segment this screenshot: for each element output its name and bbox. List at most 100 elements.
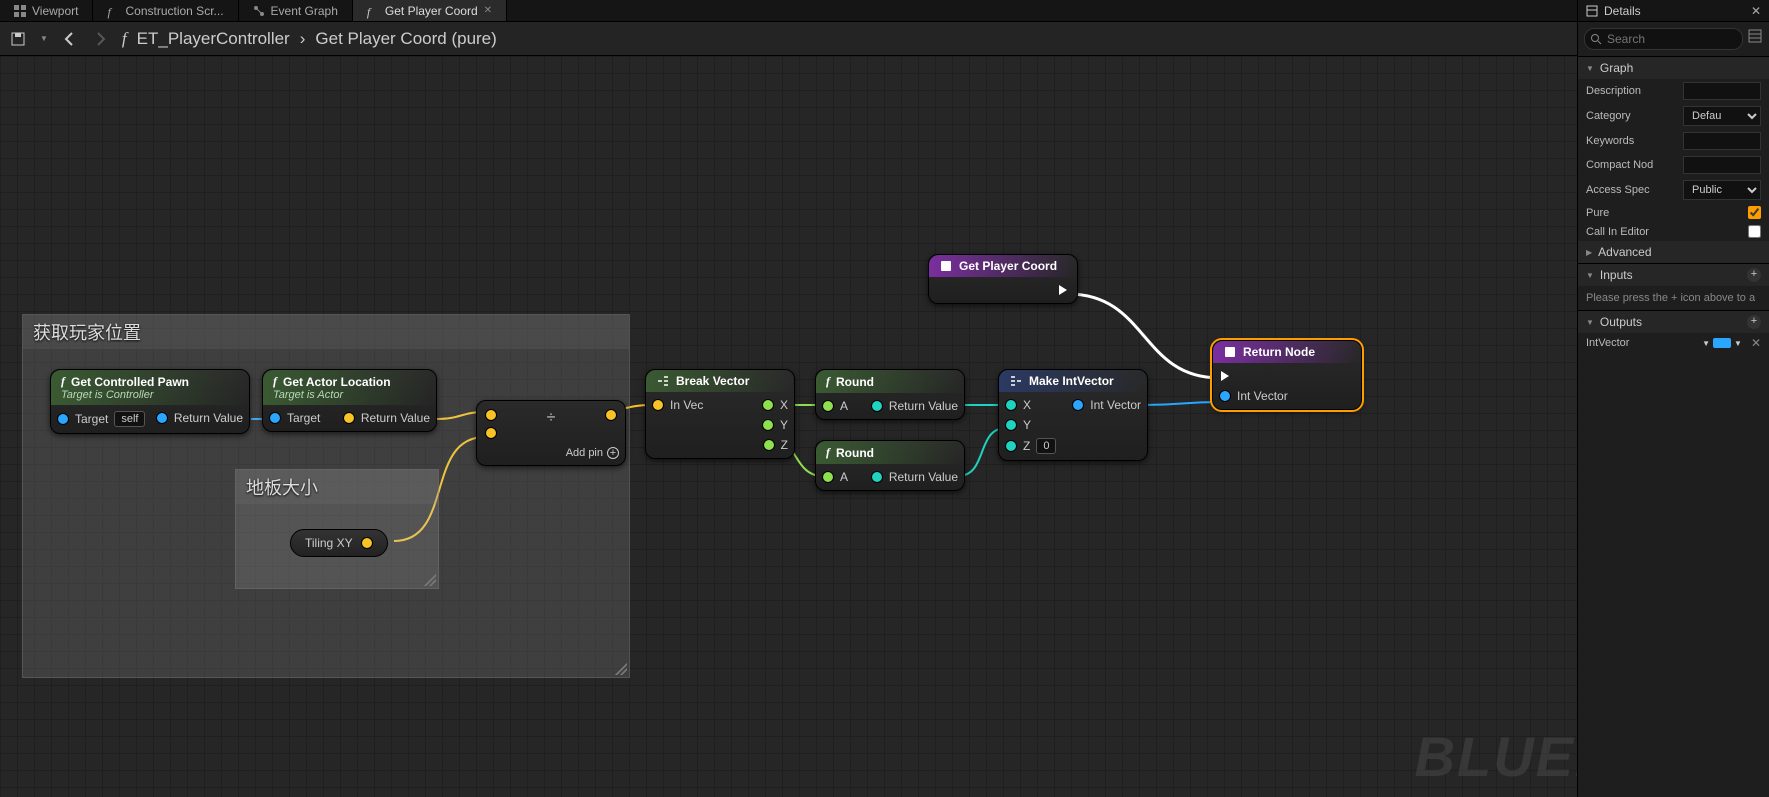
pin[interactable] xyxy=(485,409,497,421)
back-icon[interactable] xyxy=(62,31,78,47)
pin[interactable]: Return Value xyxy=(343,411,430,425)
pin-icon[interactable] xyxy=(762,419,774,431)
node-header[interactable]: fGet Actor LocationTarget is Actor xyxy=(263,370,436,405)
tab-viewport[interactable]: Viewport xyxy=(0,0,93,21)
variable-tiling[interactable]: Tiling XY xyxy=(290,529,388,557)
pin-icon[interactable] xyxy=(871,400,883,412)
pin-icon[interactable] xyxy=(343,412,355,424)
pin[interactable] xyxy=(485,427,497,439)
advanced-header[interactable]: ▶Advanced xyxy=(1578,241,1769,263)
exec-pin[interactable] xyxy=(1057,283,1071,297)
resize-handle[interactable] xyxy=(615,663,627,675)
pin-icon[interactable] xyxy=(652,399,664,411)
pin-icon[interactable] xyxy=(605,409,617,421)
pin-icon[interactable] xyxy=(485,427,497,439)
pin[interactable]: Return Value xyxy=(156,411,243,425)
pin-chip[interactable]: self xyxy=(114,411,145,427)
breadcrumb-class[interactable]: ET_PlayerController xyxy=(137,29,290,49)
pin-icon[interactable] xyxy=(822,471,834,483)
pin[interactable]: Target xyxy=(269,411,320,425)
pin-icon[interactable] xyxy=(762,399,774,411)
breadcrumb-func[interactable]: Get Player Coord (pure) xyxy=(315,29,496,49)
node-return[interactable]: Return Node Int Vector xyxy=(1212,340,1362,410)
call-in-editor-checkbox[interactable] xyxy=(1748,225,1761,238)
pin-chip[interactable]: 0 xyxy=(1036,438,1056,454)
pin-icon[interactable] xyxy=(57,413,69,425)
section-header[interactable]: ▼Graph xyxy=(1578,57,1769,79)
pin[interactable]: X xyxy=(1005,398,1056,412)
pin[interactable]: In Vec xyxy=(652,398,703,412)
pin[interactable] xyxy=(605,409,617,421)
pin[interactable]: Targetself xyxy=(57,411,145,427)
node-entry[interactable]: Get Player Coord xyxy=(928,254,1078,304)
forward-icon[interactable] xyxy=(92,31,108,47)
pin-icon[interactable] xyxy=(1072,399,1084,411)
node-header[interactable]: Make IntVector xyxy=(999,370,1147,392)
pin[interactable]: A xyxy=(822,399,848,413)
pin[interactable]: Z0 xyxy=(1005,438,1056,454)
node-loc[interactable]: fGet Actor LocationTarget is Actor Target… xyxy=(262,369,437,432)
add-icon[interactable]: + xyxy=(1747,268,1761,282)
section-header[interactable]: ▼Outputs+ xyxy=(1578,311,1769,333)
node-round1[interactable]: fRound A Return Value xyxy=(815,369,965,420)
remove-icon[interactable]: ✕ xyxy=(1751,336,1761,350)
pin-icon[interactable] xyxy=(822,400,834,412)
pin-icon[interactable] xyxy=(156,412,168,424)
pin[interactable]: Return Value xyxy=(871,399,958,413)
pin[interactable]: Int Vector xyxy=(1072,398,1141,412)
add-icon[interactable]: + xyxy=(1747,315,1761,329)
node-header[interactable]: fRound xyxy=(816,370,964,393)
pin-icon[interactable] xyxy=(1005,440,1017,452)
comment-title[interactable]: 获取玩家位置 xyxy=(23,315,629,349)
close-icon[interactable]: ✕ xyxy=(1751,4,1761,18)
section-header[interactable]: ▼Inputs+ xyxy=(1578,264,1769,286)
category-select[interactable]: Defau xyxy=(1683,106,1761,126)
pin-icon[interactable] xyxy=(485,409,497,421)
pin-icon[interactable] xyxy=(361,537,373,549)
chevron-down-icon[interactable]: ▼ xyxy=(1734,339,1742,348)
add-pin[interactable]: Add pin + xyxy=(566,447,619,459)
pin-icon[interactable] xyxy=(763,439,775,451)
save-icon[interactable] xyxy=(10,31,26,47)
node-header[interactable]: fRound xyxy=(816,441,964,464)
compact-input[interactable] xyxy=(1683,156,1761,174)
comment-title[interactable]: 地板大小 xyxy=(236,470,438,504)
settings-icon[interactable] xyxy=(1747,28,1763,44)
access-select[interactable]: Public xyxy=(1683,180,1761,200)
pin-type-icon[interactable] xyxy=(1713,338,1731,348)
node-header[interactable]: Break Vector xyxy=(646,370,794,392)
pin-icon[interactable] xyxy=(1005,419,1017,431)
tab-event-graph[interactable]: Event Graph xyxy=(239,0,353,21)
pin-icon[interactable] xyxy=(871,471,883,483)
pure-checkbox[interactable] xyxy=(1748,206,1761,219)
node-round2[interactable]: fRound A Return Value xyxy=(815,440,965,491)
search-input[interactable] xyxy=(1584,28,1743,50)
node-header[interactable]: Get Player Coord xyxy=(929,255,1077,277)
pin[interactable]: Return Value xyxy=(871,470,958,484)
node-make[interactable]: Make IntVector XY Z0 Int Vector xyxy=(998,369,1148,461)
chevron-down-icon[interactable]: ▼ xyxy=(1702,339,1710,348)
pin[interactable]: Z xyxy=(763,438,788,452)
exec-pin[interactable] xyxy=(1219,369,1288,383)
close-icon[interactable]: ✕ xyxy=(484,5,492,16)
node-header[interactable]: fGet Controlled PawnTarget is Controller xyxy=(51,370,249,405)
pin-icon[interactable] xyxy=(269,412,281,424)
node-break[interactable]: Break Vector In Vec XYZ xyxy=(645,369,795,459)
node-header[interactable]: Return Node xyxy=(1213,341,1361,363)
keywords-input[interactable] xyxy=(1683,132,1761,150)
node-div[interactable]: ÷Add pin + xyxy=(476,400,626,466)
tab-get-player-coord[interactable]: f Get Player Coord ✕ xyxy=(353,0,507,21)
node-pawn[interactable]: fGet Controlled PawnTarget is Controller… xyxy=(50,369,250,434)
tab-construction[interactable]: f Construction Scr... xyxy=(93,0,238,21)
pin[interactable]: X xyxy=(762,398,788,412)
resize-handle[interactable] xyxy=(424,574,436,586)
pin[interactable]: Y xyxy=(1005,418,1056,432)
pin[interactable]: Int Vector xyxy=(1219,389,1288,403)
graph-canvas[interactable]: Zoom 1:1 获取玩家位置地板大小fGet Controlled PawnT… xyxy=(0,56,1769,797)
pin-icon[interactable] xyxy=(1219,390,1231,402)
pin[interactable]: A xyxy=(822,470,848,484)
description-input[interactable] xyxy=(1683,82,1761,100)
pin[interactable]: Y xyxy=(762,418,788,432)
pin-icon[interactable] xyxy=(1005,399,1017,411)
dropdown-icon[interactable]: ▼ xyxy=(40,34,48,43)
